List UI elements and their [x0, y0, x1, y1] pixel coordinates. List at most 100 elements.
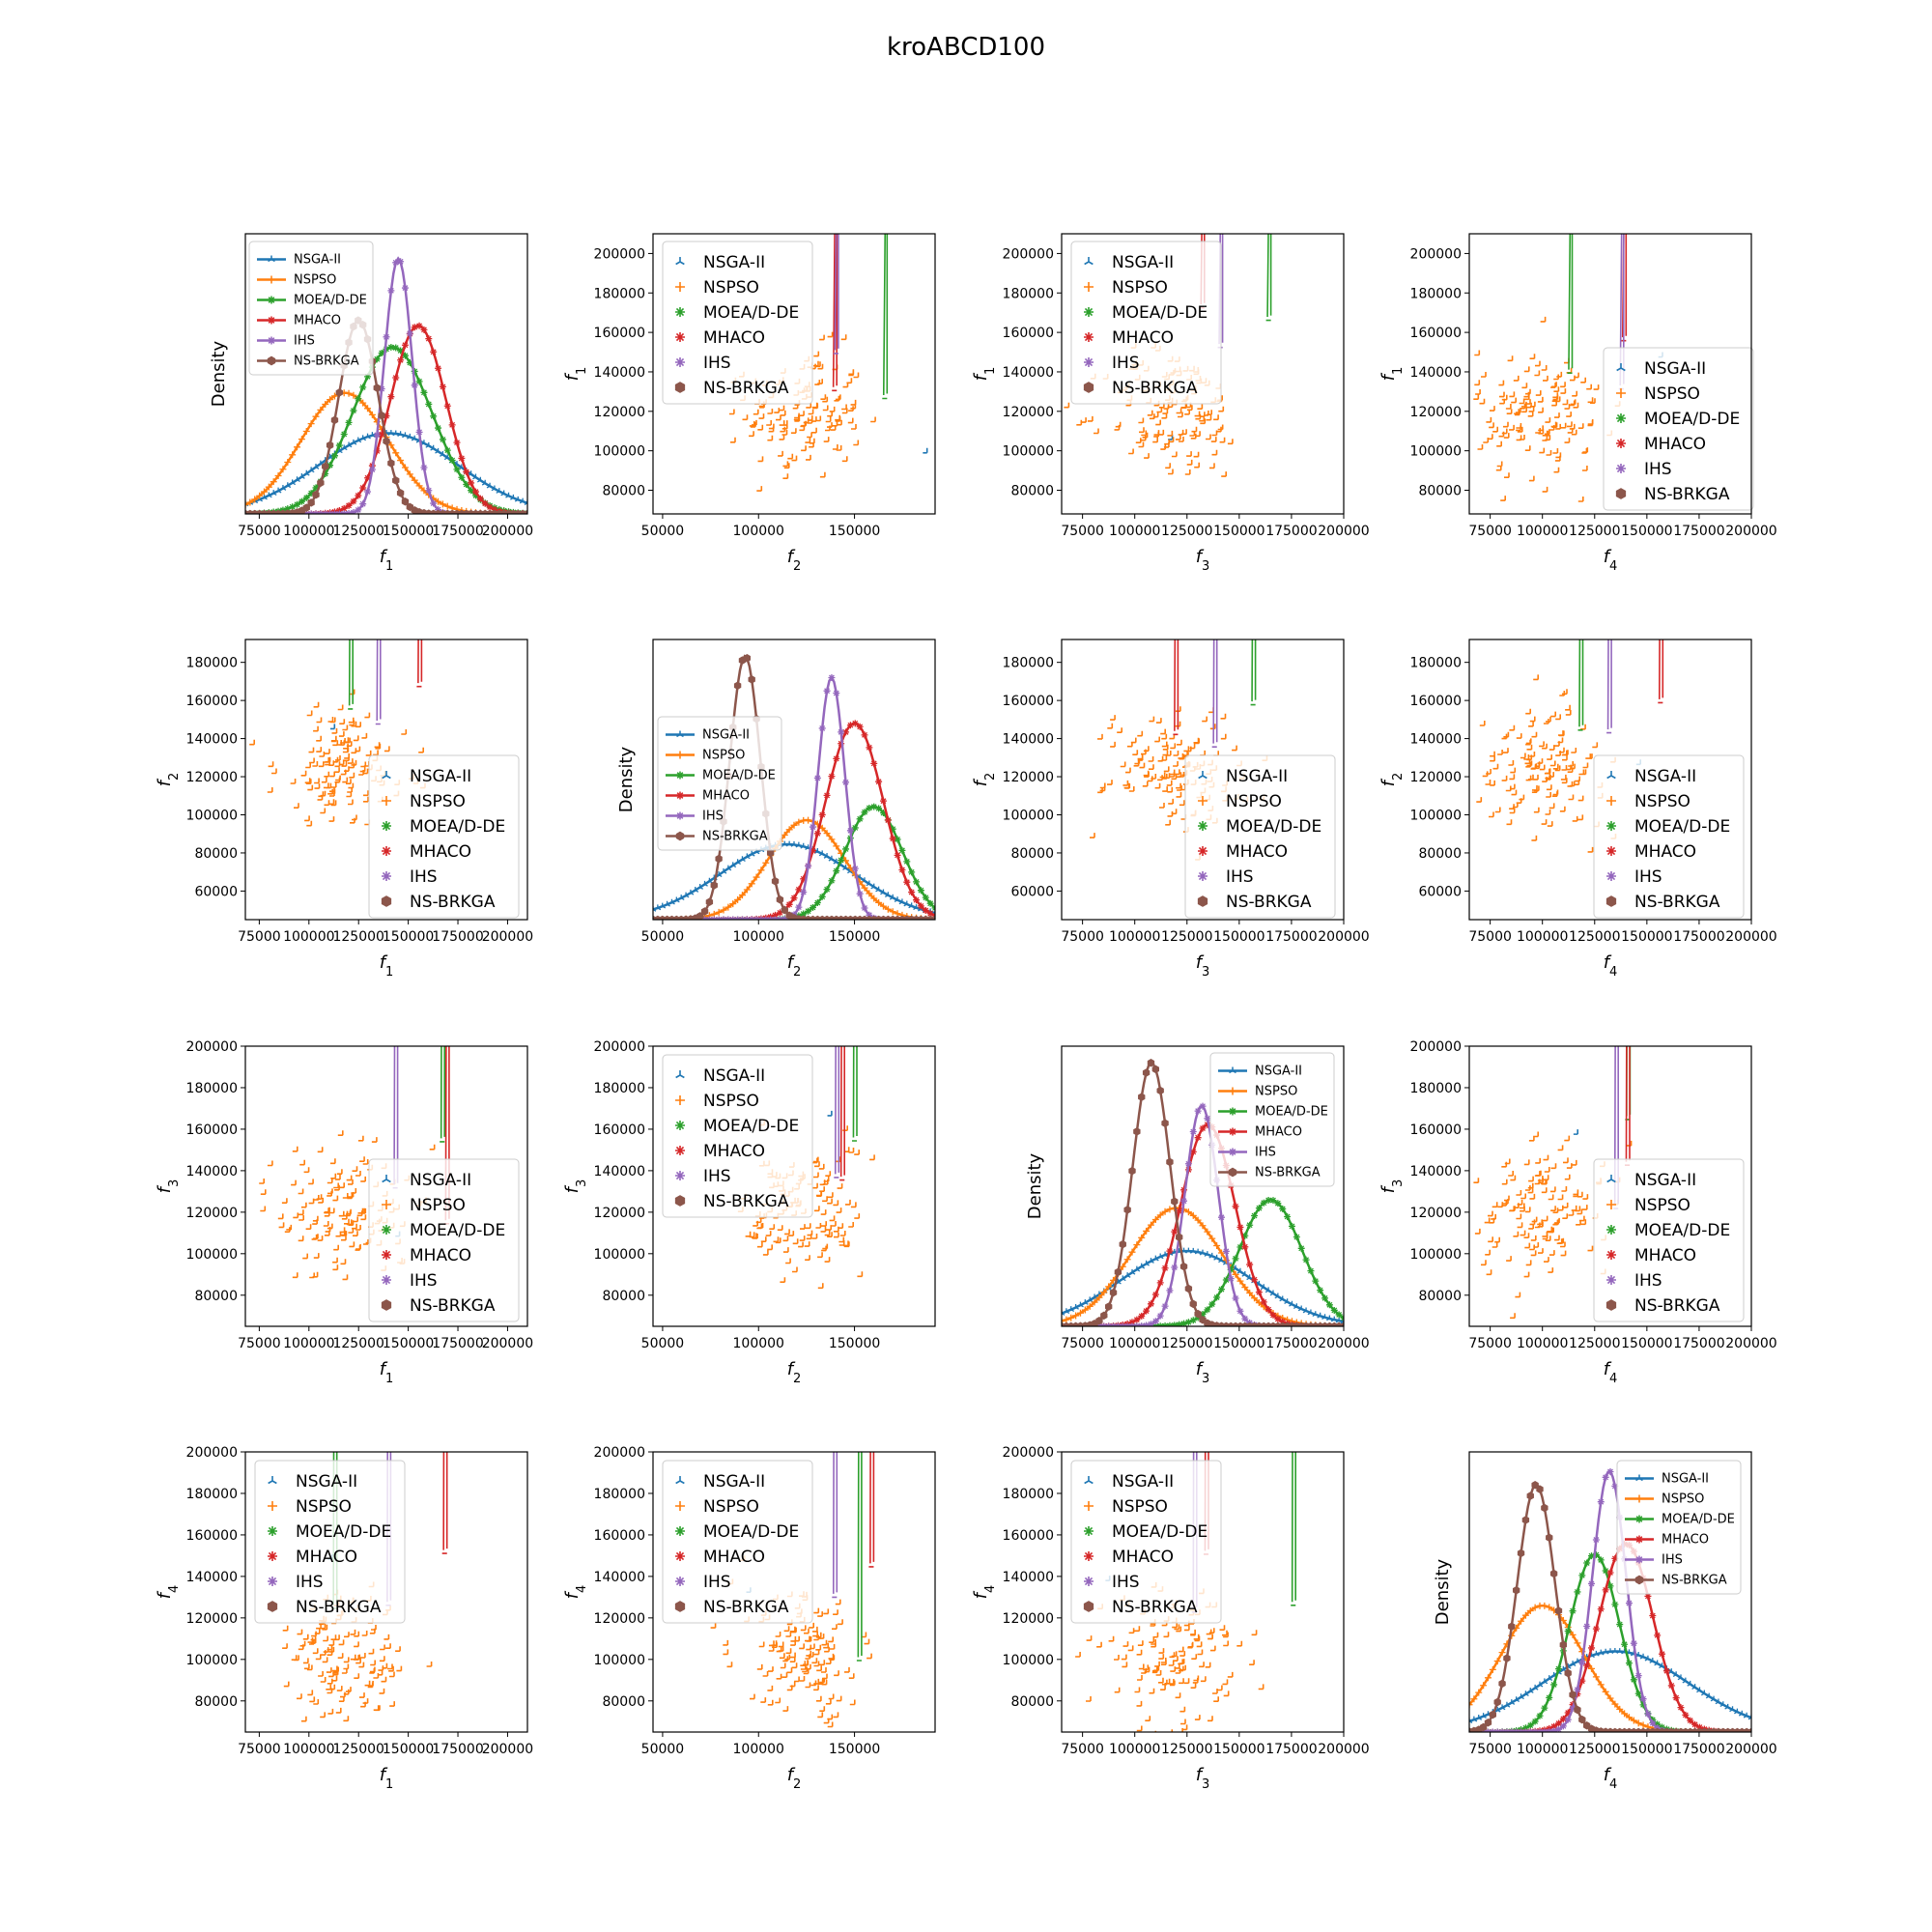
- legend-marker: [674, 1195, 686, 1207]
- legend-label: MHACO: [703, 328, 765, 348]
- y-tick-label: 180000: [1410, 656, 1462, 671]
- x-tick-label: 75000: [1468, 524, 1512, 539]
- plot-frame: [1061, 639, 1345, 921]
- legend-label: NS-BRKGA: [1112, 379, 1198, 398]
- legend-label: NSGA-II: [1644, 359, 1706, 379]
- legend-marker: [382, 771, 391, 780]
- legend-label: MHACO: [1634, 1246, 1696, 1265]
- legend-label: MHACO: [1644, 435, 1706, 454]
- scatter-panel-f4-vs-f3: 75000 100000 125000 150000 175000 20000080000…: [1378, 1039, 1777, 1386]
- scatter-points: [868, 1452, 875, 1568]
- y-axis-label: Density: [616, 746, 637, 812]
- legend-label: NSGA-II: [410, 767, 471, 786]
- scatter-panel-f1-vs-f4: 75000 10000012500015000017500020000080000…: [155, 1445, 533, 1792]
- y-tick-label: 120000: [1003, 1611, 1054, 1627]
- legend-label: NSPSO: [1634, 792, 1690, 811]
- y-tick-label: 160000: [1003, 694, 1054, 709]
- scatter-panel-f1-vs-f3: 75000 10000012500015000017500020000080000…: [155, 1039, 533, 1386]
- legend-marker: [1606, 821, 1616, 831]
- legend-marker: [675, 1476, 685, 1485]
- legend-marker: [268, 296, 275, 304]
- legend-marker: [1229, 1066, 1236, 1074]
- legend-marker: [675, 1095, 685, 1105]
- x-tick-label: 125000: [1161, 524, 1212, 539]
- figure-title: kroABCD100: [886, 33, 1046, 62]
- legend-marker: [676, 811, 684, 820]
- y-axis-label: f2: [155, 773, 182, 787]
- legend-label: MOEA/D-DE: [294, 294, 367, 308]
- x-axis-label: f4: [1604, 1765, 1618, 1792]
- legend-marker: [1198, 871, 1208, 881]
- legend-marker: [1635, 1535, 1643, 1544]
- legend-marker: [268, 1501, 277, 1511]
- scatter-points: [835, 0, 1551, 1]
- legend-marker: [675, 1501, 685, 1511]
- legend-label: MHACO: [702, 789, 750, 804]
- legend-marker: [1615, 488, 1627, 499]
- legend-label: NS-BRKGA: [1644, 485, 1730, 504]
- y-tick-label: 180000: [1410, 286, 1462, 301]
- plot-frame: [1468, 233, 1752, 515]
- x-axis-label: f3: [1196, 1765, 1210, 1792]
- y-tick-label: 80000: [194, 1694, 238, 1710]
- legend-label: NSPSO: [294, 273, 336, 288]
- legend-marker: [1635, 1494, 1643, 1503]
- legend-label: NS-BRKGA: [703, 1192, 789, 1211]
- legend-label: MHACO: [1634, 842, 1696, 862]
- y-tick-label: 60000: [1418, 884, 1462, 899]
- x-tick-label: 175000: [1265, 929, 1317, 945]
- legend-marker: [268, 1551, 277, 1561]
- legend-label: IHS: [1644, 460, 1672, 479]
- legend-label: MOEA/D-DE: [1226, 817, 1321, 837]
- y-tick-label: 80000: [602, 1694, 645, 1710]
- scatter-points: [1473, 1131, 1633, 1320]
- legend-marker: [676, 791, 684, 800]
- x-axis-label: f3: [1196, 952, 1210, 980]
- legend-marker: [382, 1175, 391, 1183]
- legend-marker: [1616, 413, 1626, 423]
- legend-label: MOEA/D-DE: [410, 1221, 505, 1240]
- x-axis-label: f2: [787, 547, 802, 574]
- x-tick-label: 100000: [283, 1336, 334, 1351]
- y-tick-label: 100000: [1003, 444, 1054, 460]
- x-tick-label: 100000: [1517, 1742, 1568, 1757]
- y-tick-label: 140000: [1003, 1570, 1054, 1585]
- x-tick-label: 175000: [1673, 524, 1724, 539]
- legend-marker: [1229, 1087, 1236, 1095]
- y-tick-label: 160000: [186, 1122, 238, 1138]
- legend-label: NSPSO: [1644, 384, 1700, 404]
- legend-marker: [381, 895, 392, 907]
- plot-frame: [652, 233, 936, 515]
- x-tick-label: 125000: [1161, 1336, 1212, 1351]
- x-tick-label: 175000: [1265, 1336, 1317, 1351]
- x-tick-label: 150000: [383, 1336, 434, 1351]
- x-axis-label: f4: [1604, 547, 1618, 574]
- legend-label: NSGA-II: [703, 1066, 765, 1086]
- plot-frame: [1061, 233, 1345, 515]
- legend-marker: [675, 282, 685, 292]
- x-tick-label: 150000: [383, 524, 434, 539]
- scatter-points: [375, 639, 382, 725]
- legend-label: MOEA/D-DE: [1634, 817, 1730, 837]
- y-tick-label: 120000: [186, 770, 238, 785]
- legend-label: NSGA-II: [1112, 1472, 1174, 1492]
- y-tick-label: 140000: [186, 1570, 238, 1585]
- x-tick-label: 75000: [238, 1742, 281, 1757]
- legend-label: MHACO: [703, 1142, 765, 1161]
- scatter-points: [1291, 1452, 1297, 1606]
- legend-marker: [676, 751, 684, 759]
- x-tick-label: 75000: [1061, 1336, 1104, 1351]
- y-tick-label: 100000: [1410, 444, 1462, 460]
- legend: [1603, 347, 1754, 511]
- scatter-panel-f2-vs-f1: 50000 100000 150000 80000 100000 120000 140000…: [562, 233, 936, 574]
- scatter-panel-f2-vs-f4: 50000 100000 150000 80000 100000 120000 140000…: [562, 1445, 936, 1792]
- legend-marker: [268, 1526, 277, 1536]
- x-tick-label: 200000: [1318, 1742, 1369, 1757]
- y-tick-label: 120000: [186, 1206, 238, 1221]
- legend-marker: [1616, 464, 1626, 473]
- scatter-points: [1250, 639, 1257, 706]
- legend-label: MHACO: [1112, 328, 1174, 348]
- y-tick-label: 80000: [1418, 1289, 1462, 1304]
- legend-label: MHACO: [294, 314, 341, 328]
